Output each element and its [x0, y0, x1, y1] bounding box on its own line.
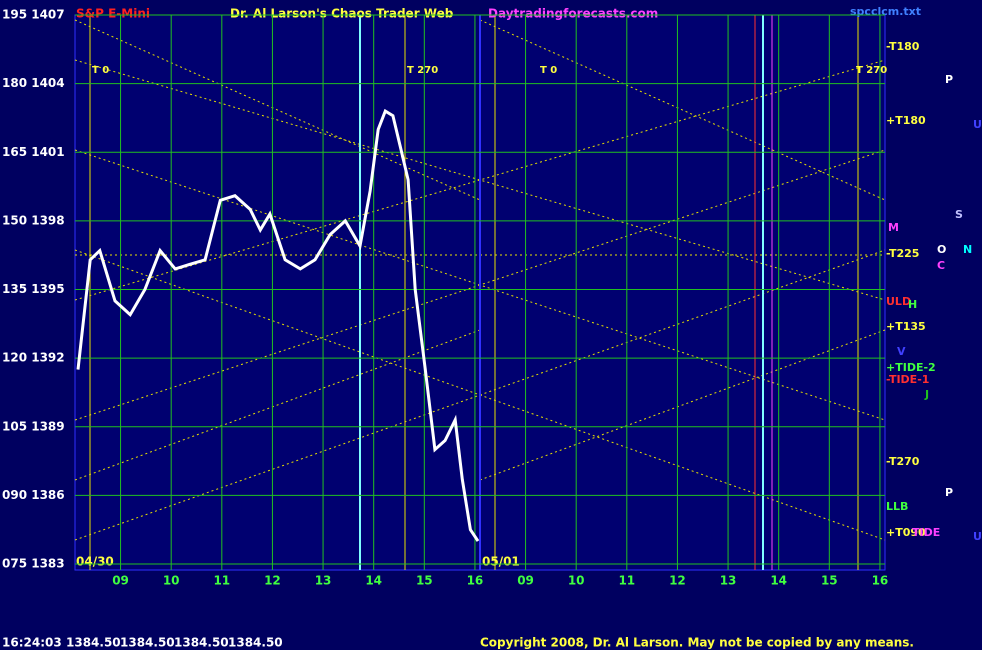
level-label: -T180 — [886, 40, 920, 53]
time-mark: T 0 — [92, 65, 109, 76]
level-label: -T225 — [886, 247, 919, 260]
planet-label: S — [955, 208, 963, 221]
time-mark: T 270 — [856, 65, 887, 76]
planet-label: P — [945, 73, 953, 86]
x-tick-label: 10 — [568, 574, 585, 588]
x-tick-label: 14 — [365, 574, 382, 588]
planet-label: U — [973, 530, 982, 543]
x-tick-label: 14 — [770, 574, 787, 588]
x-tick-label: 11 — [618, 574, 635, 588]
x-tick-label: 10 — [163, 574, 180, 588]
y-tick-label: 090 1386 — [2, 488, 65, 502]
price-line — [76, 108, 480, 542]
x-tick-label: 12 — [669, 574, 686, 588]
level-label: -TIDE-1 — [886, 373, 929, 386]
planet-label: P — [945, 486, 953, 499]
planet-label: N — [963, 243, 972, 256]
x-tick-label: 12 — [264, 574, 281, 588]
planet-label: U — [973, 118, 982, 131]
date-label: 04/30 — [76, 555, 114, 569]
date-label: 05/01 — [482, 555, 520, 569]
planet-label: J — [924, 388, 929, 401]
y-tick-label: 165 1401 — [2, 145, 65, 159]
x-tick-label: 09 — [517, 574, 534, 588]
planet-label: V — [897, 345, 906, 358]
time-mark: T 0 — [540, 65, 557, 76]
x-tick-label: 13 — [315, 574, 332, 588]
x-tick-label: 15 — [416, 574, 433, 588]
x-tick-label: 15 — [821, 574, 838, 588]
status-price: 1384.50 — [174, 636, 229, 650]
y-tick-label: 150 1398 — [2, 213, 65, 227]
planet-label: O — [937, 243, 946, 256]
status-price: 1384.50 — [228, 636, 283, 650]
file-name: spcclcm.txt — [850, 5, 921, 18]
level-label: +T135 — [886, 320, 926, 333]
planet-label: C — [937, 259, 945, 272]
website: Daytradingforecasts.com — [488, 7, 658, 21]
x-tick-label: 11 — [213, 574, 230, 588]
status-price: 1384.50 — [120, 636, 175, 650]
status-price: 1384.50 — [66, 636, 121, 650]
y-tick-label: 120 1392 — [2, 351, 65, 365]
y-tick-label: 075 1383 — [2, 557, 65, 571]
y-tick-label: 195 1407 — [2, 8, 65, 22]
level-label: LLB — [886, 500, 908, 513]
x-tick-label: 13 — [720, 574, 737, 588]
status-time: 16:24:03 — [2, 636, 62, 650]
chart-title: Dr. Al Larson's Chaos Trader Web — [230, 7, 454, 21]
decoration — [74, 15, 886, 570]
y-tick-label: 105 1389 — [2, 419, 65, 433]
y-tick-label: 180 1404 — [2, 76, 65, 90]
copyright: Copyright 2008, Dr. Al Larson. May not b… — [480, 636, 914, 650]
planet-label: H — [908, 298, 917, 311]
level-label: -T270 — [886, 455, 920, 468]
y-tick-label: 135 1395 — [2, 282, 65, 296]
level-label: TIDE — [912, 526, 940, 539]
time-mark: T 270 — [407, 65, 438, 76]
x-tick-label: 16 — [467, 574, 484, 588]
level-label: +T180 — [886, 114, 926, 127]
x-tick-label: 16 — [872, 574, 889, 588]
instrument: S&P E-Mini — [76, 7, 150, 21]
x-tick-label: 09 — [112, 574, 129, 588]
level-label: +T090 — [886, 526, 926, 539]
planet-label: M — [888, 221, 899, 234]
level-label: +TIDE-2 — [886, 361, 936, 374]
level-label: ULD — [886, 295, 911, 308]
